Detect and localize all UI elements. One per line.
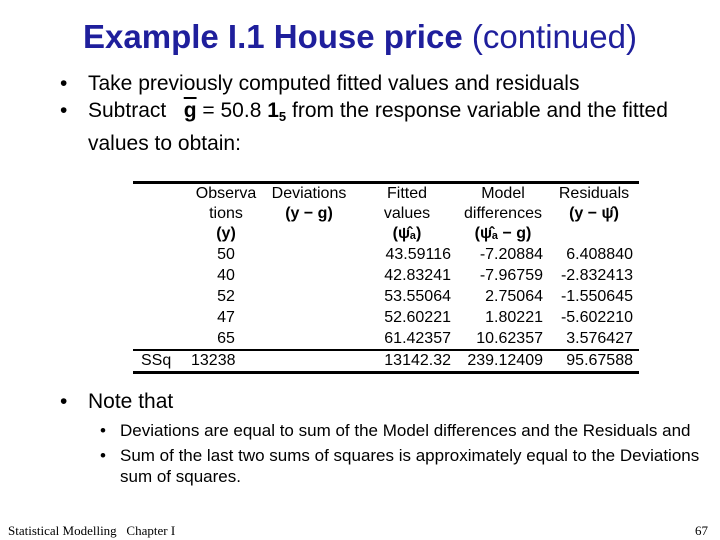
header-model-2: differences <box>464 205 542 222</box>
cell-resid: -5.602210 <box>560 309 633 326</box>
header-row-2: tions (y − g) values differences (y − ψ̂… <box>133 204 639 224</box>
table-row: 47 52.60221 1.80221 -5.602210 <box>133 307 639 328</box>
table-top-rule <box>133 181 639 184</box>
cell-model: 1.80221 <box>485 309 543 326</box>
header-dev-2: (y − g) <box>285 205 333 222</box>
cell-model: 10.62357 <box>476 330 543 347</box>
note-text: Note that <box>88 390 174 413</box>
cell-resid: 6.408840 <box>566 246 633 263</box>
cell-fitted: 42.83241 <box>384 267 451 284</box>
bullet-2: • Subtract g = 50.8 15 from the response… <box>60 97 700 157</box>
title-continued: (continued) <box>471 18 637 55</box>
ssq-label: SSq <box>141 352 172 369</box>
ones-subscript: 5 <box>278 109 287 124</box>
cell-resid: 3.576427 <box>566 330 633 347</box>
header-obs-1: Observa <box>195 185 257 202</box>
sub-bullet-2-text: Sum of the last two sums of squares is a… <box>120 446 700 486</box>
sub-bullet-2: • Sum of the last two sums of squares is… <box>100 445 708 487</box>
bullet-1-text: Take previously computed fitted values a… <box>88 72 580 95</box>
ssq-resid: 95.67588 <box>566 352 633 369</box>
table-row: 65 61.42357 10.62357 3.576427 <box>133 328 639 349</box>
header-fitted-2: values <box>383 205 431 222</box>
header-row-3: (y) (ψ̂ₐ) (ψ̂ₐ − g) <box>133 224 639 244</box>
header-fitted-1: Fitted <box>386 185 427 202</box>
table-row: 52 53.55064 2.75064 -1.550645 <box>133 286 639 307</box>
cell-model: -7.20884 <box>479 246 543 263</box>
sub-bullet-1: • Deviations are equal to sum of the Mod… <box>100 420 708 441</box>
ssq-fitted: 13142.32 <box>384 352 451 369</box>
bullet-1: • Take previously computed fitted values… <box>60 70 700 97</box>
table-row: 40 42.83241 -7.96759 -2.832413 <box>133 265 639 286</box>
bullet-dot: • <box>100 421 106 440</box>
cell-fitted: 53.55064 <box>384 288 451 305</box>
cell-resid: -2.832413 <box>560 267 633 284</box>
header-dev-1: Deviations <box>271 185 347 202</box>
cell-obs: 47 <box>217 309 235 326</box>
cell-obs: 65 <box>217 330 235 347</box>
bullet-dot: • <box>60 99 68 122</box>
table-row: 50 43.59116 -7.20884 6.408840 <box>133 244 639 265</box>
header-obs-3: (y) <box>216 225 236 242</box>
equals-value: = 50.8 <box>202 99 262 122</box>
bullet-dot: • <box>60 72 68 95</box>
header-row-1: Observa Deviations Fitted Model Residual… <box>133 184 639 204</box>
title-bold: Example I.1 House price <box>83 18 463 55</box>
cell-model: -7.96759 <box>479 267 543 284</box>
ssq-rule <box>133 349 639 351</box>
header-obs-2: tions <box>209 205 243 222</box>
g-vector: g <box>183 99 197 122</box>
bullet-list: • Take previously computed fitted values… <box>60 70 700 157</box>
ssq-section: SSq 13238 13142.32 239.12409 95.67588 <box>133 351 639 371</box>
cell-fitted: 52.60221 <box>384 309 451 326</box>
footer-page-number: 67 <box>695 523 708 538</box>
cell-fitted: 43.59116 <box>385 246 451 263</box>
cell-model: 2.75064 <box>485 288 543 305</box>
note-bullet: • Note that <box>60 390 173 414</box>
bullet-2-prefix: Subtract <box>88 99 167 122</box>
header-model-3: (ψ̂ₐ − g) <box>474 225 532 242</box>
cell-fitted: 61.42357 <box>384 330 451 347</box>
slide-title: Example I.1 House price (continued) <box>0 18 720 56</box>
header-resid-1: Residuals <box>558 185 630 202</box>
table-bottom-rule <box>133 371 639 374</box>
cell-obs: 52 <box>217 288 235 305</box>
sub-bullet-list: • Deviations are equal to sum of the Mod… <box>100 420 708 491</box>
sub-bullet-1-text: Deviations are equal to sum of the Model… <box>120 421 691 440</box>
ssq-row: SSq 13238 13142.32 239.12409 95.67588 <box>133 351 639 371</box>
cell-obs: 50 <box>217 246 235 263</box>
header-resid-2: (y − ψ̂) <box>569 205 619 222</box>
data-table: Observa Deviations Fitted Model Residual… <box>133 181 639 374</box>
header-fitted-3: (ψ̂ₐ) <box>392 225 422 242</box>
bullet-2-suffix: from the response variable and the fitte… <box>88 99 668 155</box>
bullet-dot: • <box>100 446 106 465</box>
cell-resid: -1.550645 <box>560 288 633 305</box>
table-body: Observa Deviations Fitted Model Residual… <box>133 184 639 349</box>
ones-vector: 1 <box>267 99 279 122</box>
ssq-model: 239.12409 <box>467 352 543 369</box>
footer-course: Statistical Modelling Chapter I <box>8 523 176 538</box>
header-model-1: Model <box>481 185 525 202</box>
cell-obs: 40 <box>217 267 235 284</box>
bullet-dot: • <box>60 390 68 413</box>
ssq-dev: 13238 <box>191 352 236 369</box>
